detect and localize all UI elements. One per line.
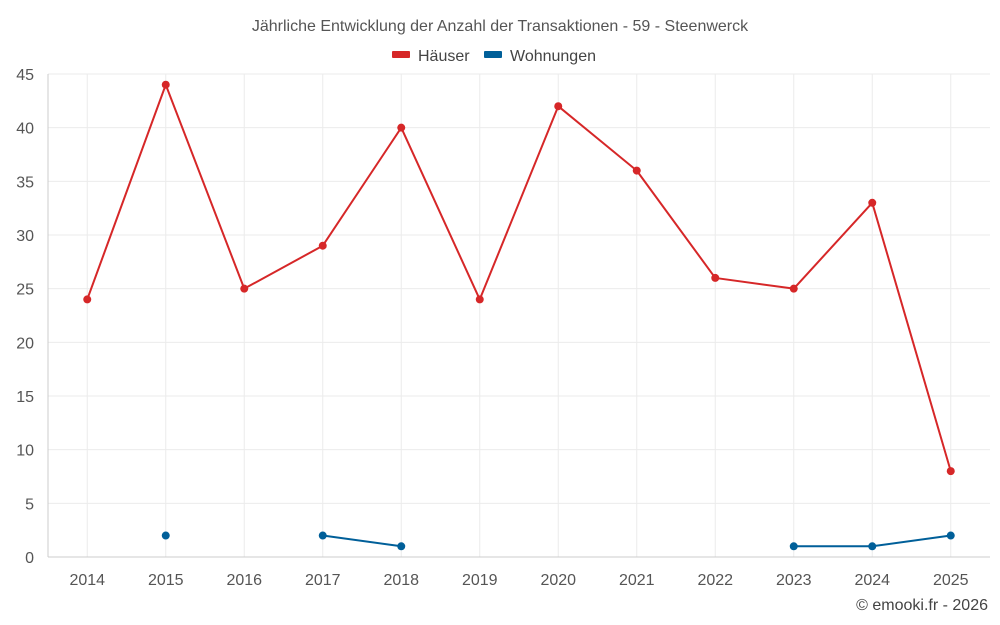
- data-point[interactable]: [475, 295, 484, 304]
- series-line: [322, 534, 402, 548]
- data-point[interactable]: [711, 273, 720, 282]
- legend-label: Häuser: [418, 48, 470, 65]
- x-tick-label: 2014: [69, 572, 105, 589]
- series-2: [161, 531, 955, 551]
- x-tick-label: 2023: [776, 572, 812, 589]
- y-tick-label: 20: [16, 335, 34, 352]
- y-tick-label: 35: [16, 174, 34, 191]
- y-tick-label: 30: [16, 228, 34, 245]
- data-point[interactable]: [83, 295, 92, 304]
- x-tick-label: 2016: [226, 572, 262, 589]
- data-point[interactable]: [161, 80, 170, 89]
- chart-title: Jährliche Entwicklung der Anzahl der Tra…: [252, 18, 749, 35]
- series-1: [83, 80, 955, 476]
- y-tick-label: 15: [16, 389, 34, 406]
- x-tick-label: 2017: [305, 572, 341, 589]
- data-point[interactable]: [946, 467, 955, 476]
- x-tick-label: 2018: [383, 572, 419, 589]
- x-tick-label: 2015: [148, 572, 184, 589]
- grid: [47, 73, 990, 558]
- data-point[interactable]: [161, 531, 170, 540]
- data-point[interactable]: [318, 241, 327, 250]
- y-tick-label: 10: [16, 443, 34, 460]
- data-point[interactable]: [789, 542, 798, 551]
- legend-swatch: [484, 51, 502, 58]
- legend: Häuser Wohnungen: [392, 48, 596, 65]
- data-point[interactable]: [868, 542, 877, 551]
- data-point[interactable]: [397, 123, 406, 132]
- y-tick-label: 25: [16, 282, 34, 299]
- x-tick-label: 2025: [933, 572, 969, 589]
- series-layer: [83, 80, 955, 551]
- credit-text: © emooki.fr - 2026: [856, 597, 988, 614]
- data-point[interactable]: [789, 284, 798, 293]
- series-line: [86, 83, 952, 472]
- data-point[interactable]: [868, 198, 877, 207]
- y-tick-label: 5: [25, 496, 34, 513]
- y-tick-label: 40: [16, 121, 34, 138]
- data-point[interactable]: [318, 531, 327, 540]
- x-tick-label: 2019: [462, 572, 498, 589]
- y-tick-label: 45: [16, 67, 34, 84]
- y-axis: 0 5 10 15 20 25 30 35 40 45: [16, 67, 34, 567]
- data-point[interactable]: [397, 542, 406, 551]
- y-tick-label: 0: [25, 550, 34, 567]
- x-tick-label: 2020: [540, 572, 576, 589]
- data-point[interactable]: [946, 531, 955, 540]
- legend-label: Wohnungen: [510, 48, 596, 65]
- legend-swatch: [392, 51, 410, 58]
- x-tick-label: 2022: [697, 572, 733, 589]
- data-point[interactable]: [632, 166, 641, 175]
- x-axis: 2014 2015 2016 2017 2018 2019 2020 2021 2022 2023…: [69, 572, 968, 589]
- x-tick-label: 2024: [854, 572, 890, 589]
- data-point[interactable]: [240, 284, 249, 293]
- data-point[interactable]: [554, 102, 563, 111]
- x-tick-label: 2021: [619, 572, 655, 589]
